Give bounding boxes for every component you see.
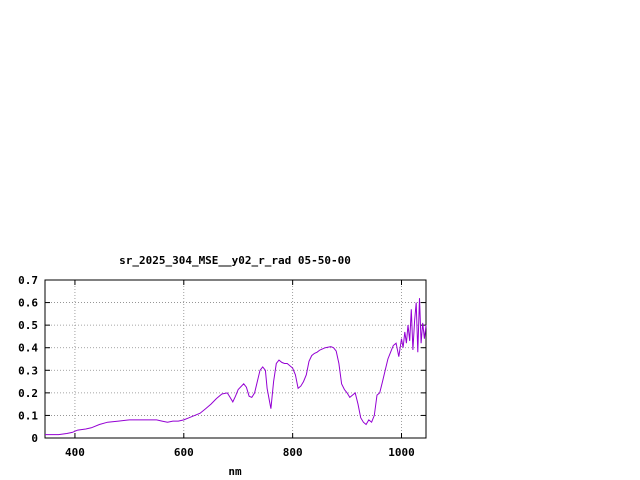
y-tick-label: 0.1	[18, 409, 38, 422]
x-tick-label: 600	[174, 446, 194, 459]
chart-title: sr_2025_304_MSE__y02_r_rad 05-50-00	[119, 254, 351, 267]
y-tick-label: 0.2	[18, 387, 38, 400]
x-tick-label: 1000	[388, 446, 415, 459]
x-tick-label: 400	[65, 446, 85, 459]
tick-labels: 400 600 800 1000 0 0.1 0.2 0.3 0.4 0.5 0.6 0.7	[18, 274, 415, 459]
grid-lines	[45, 280, 426, 438]
x-tick-label: 800	[283, 446, 303, 459]
y-tick-label: 0.6	[18, 297, 38, 310]
y-tick-label: 0.7	[18, 274, 38, 287]
series-line	[45, 298, 427, 436]
y-tick-label: 0.5	[18, 319, 38, 332]
plot-frame	[44, 279, 427, 439]
axis-ticks	[45, 279, 426, 439]
y-tick-label: 0.4	[18, 342, 38, 355]
y-tick-label: 0.3	[18, 364, 38, 377]
x-axis-label: nm	[228, 465, 242, 478]
y-tick-label: 0	[31, 432, 38, 445]
